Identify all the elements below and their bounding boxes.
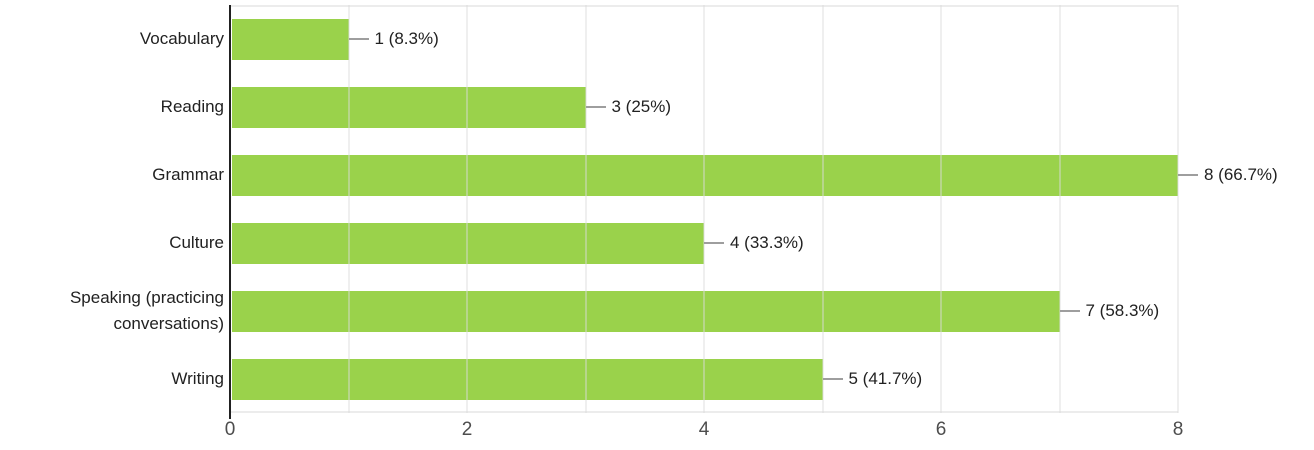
bar <box>232 290 1060 332</box>
callout-line <box>704 242 724 244</box>
category-label: Grammar <box>152 165 224 184</box>
gridline <box>584 5 587 413</box>
gridline <box>347 5 350 413</box>
value-label: 8 (66.7%) <box>1204 165 1278 184</box>
value-label: 5 (41.7%) <box>848 369 923 388</box>
bar <box>232 18 349 60</box>
bar <box>232 358 823 400</box>
category-label: Speaking (practicing conversations) <box>69 288 224 333</box>
value-label: 7 (58.3%) <box>1085 301 1160 320</box>
callout-line <box>1178 174 1198 176</box>
callout-line <box>348 38 369 40</box>
gridline <box>1177 5 1179 413</box>
gridline <box>703 5 705 413</box>
y-axis-line <box>229 5 231 419</box>
callout-line <box>822 378 843 380</box>
bar <box>232 86 586 128</box>
category-label: Writing <box>171 369 224 388</box>
plot-bottom-border <box>230 411 1178 413</box>
x-tick-label: 6 <box>935 419 947 440</box>
bar <box>232 222 704 264</box>
gridline <box>940 5 942 413</box>
value-label: 3 (25%) <box>611 97 672 116</box>
x-tick-label: 0 <box>224 419 236 440</box>
gridline <box>466 5 468 413</box>
plot-top-border <box>230 5 1178 7</box>
value-label: 4 (33.3%) <box>730 233 804 252</box>
callout-line <box>1059 310 1080 312</box>
bar <box>232 154 1178 196</box>
x-tick-label: 2 <box>461 419 473 440</box>
gridline <box>1058 5 1061 413</box>
category-label: Reading <box>160 97 224 116</box>
value-label: 1 (8.3%) <box>374 29 439 48</box>
category-label: Vocabulary <box>139 29 224 48</box>
gridline <box>821 5 824 413</box>
x-tick-label: 4 <box>698 419 710 440</box>
category-label: Culture <box>169 233 224 252</box>
x-tick-label: 8 <box>1172 419 1184 440</box>
callout-line <box>585 106 606 108</box>
